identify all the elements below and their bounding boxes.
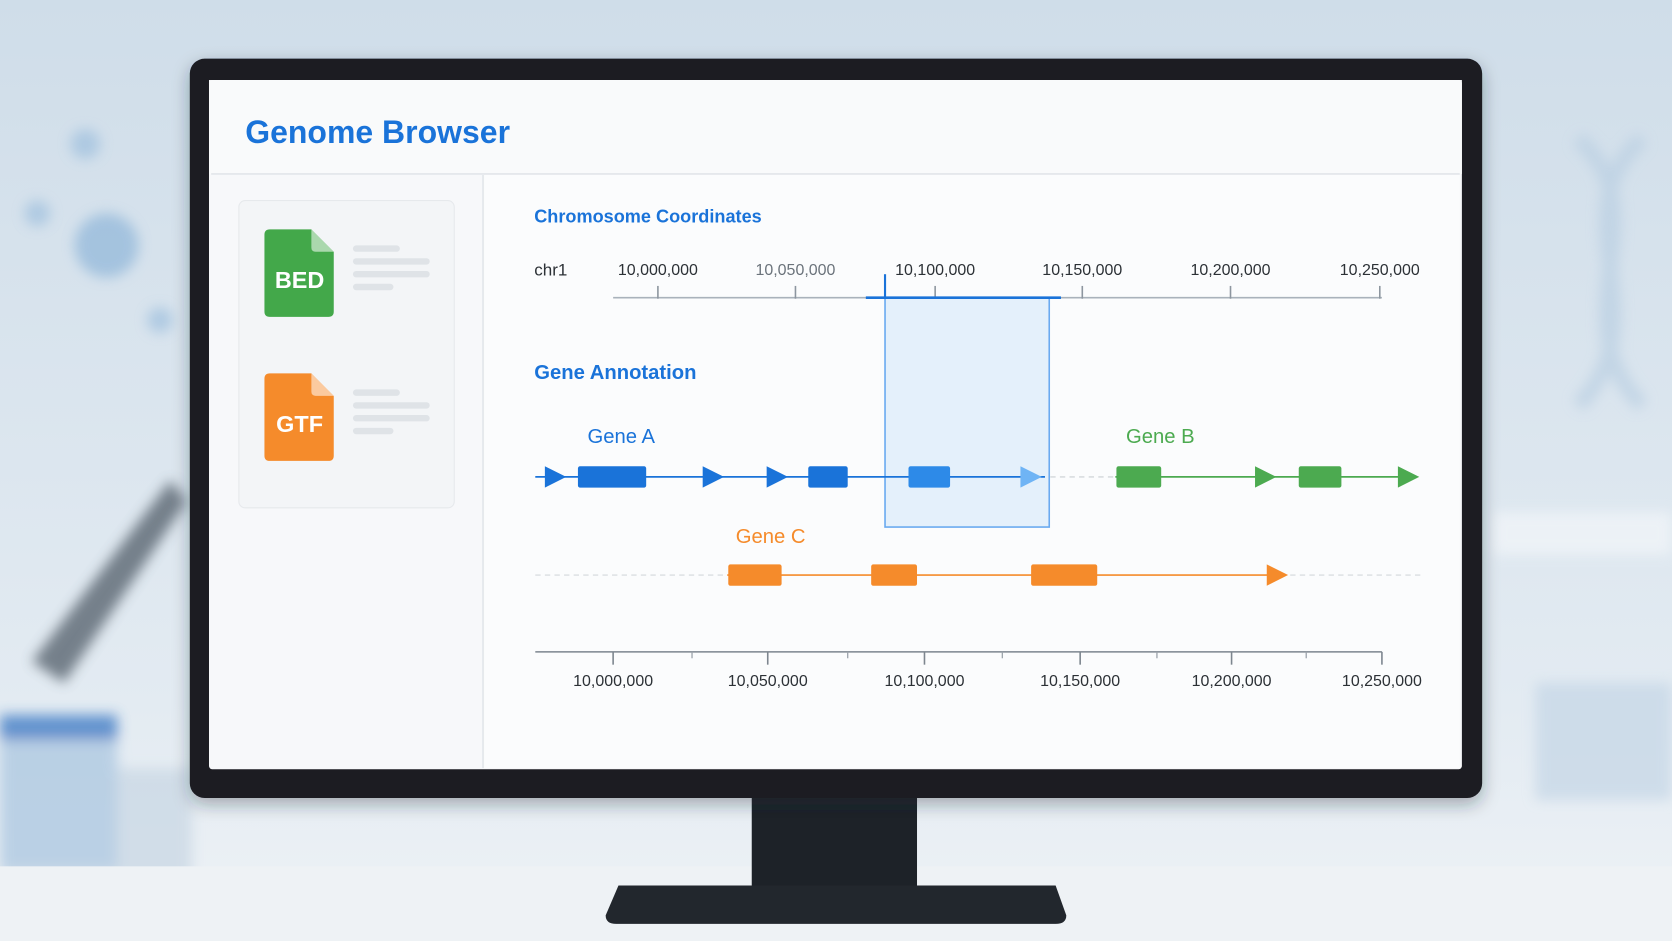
file-text-placeholder [352,402,430,409]
exon[interactable] [728,564,782,586]
strand-arrow [1266,564,1289,586]
strand-arrow [702,466,725,488]
file-text-placeholder [352,270,430,278]
ruler-tick-label: 10,250,000 [1340,262,1420,279]
molecule [70,129,101,159]
app-title: Genome Browser [245,114,510,150]
file-type-label: GTF [276,411,323,437]
ruler-tick-label: 10,150,000 [1042,262,1122,279]
axis-tick-label: 10,200,000 [1192,673,1272,690]
strand-arrow [1020,466,1042,488]
monitor-base [605,885,1067,924]
exon[interactable] [908,466,951,488]
tube-caps [0,714,118,741]
exon[interactable] [577,466,647,488]
chromosome-label: chr1 [534,260,567,279]
gene-label[interactable]: Gene C [736,526,806,548]
section-title: Chromosome Coordinates [534,206,762,226]
file-type-label: BED [275,267,325,293]
gene-label[interactable]: Gene B [1126,426,1195,448]
strand-arrow [766,466,788,488]
molecule [147,307,173,333]
file-text-placeholder [352,258,430,265]
exon[interactable] [871,564,918,586]
molecule [74,213,139,278]
exon[interactable] [808,466,848,488]
file-text-placeholder [352,245,400,252]
axis-tick-label: 10,050,000 [728,673,808,690]
ruler-tick-label: 10,000,000 [618,262,698,279]
ruler-tick-label: 10,100,000 [895,262,975,279]
monitor-neck [751,794,918,891]
dna-helix [1572,133,1648,411]
strand-arrow [1255,466,1277,488]
axis-tick-label: 10,150,000 [1040,673,1120,690]
microscope [31,480,187,683]
axis-tick-label: 10,250,000 [1342,673,1422,690]
file-text-placeholder [352,415,430,422]
gene-label[interactable]: Gene A [588,426,656,448]
axis-tick-label: 10,100,000 [884,673,964,690]
exon[interactable] [1031,564,1098,586]
ruler-tick-label: 10,200,000 [1191,262,1271,279]
shelf [1492,512,1672,555]
file-text-placeholder [352,427,394,435]
header-bar [208,80,1462,174]
axis-tick-label: 10,000,000 [573,673,653,690]
test-tube-rack [1535,682,1672,801]
selection-region[interactable] [884,296,1051,528]
file-text-placeholder [352,389,400,396]
strand-arrow [544,466,567,488]
exon[interactable] [1298,466,1342,488]
test-tubes [0,720,118,870]
lab-background [0,129,1672,886]
strand-arrow [1397,466,1420,488]
molecule [24,200,51,227]
ruler-tick-label: 10,050,000 [755,262,835,279]
exon[interactable] [1116,466,1162,488]
file-text-placeholder [352,283,394,291]
section-title: Gene Annotation [534,362,696,384]
